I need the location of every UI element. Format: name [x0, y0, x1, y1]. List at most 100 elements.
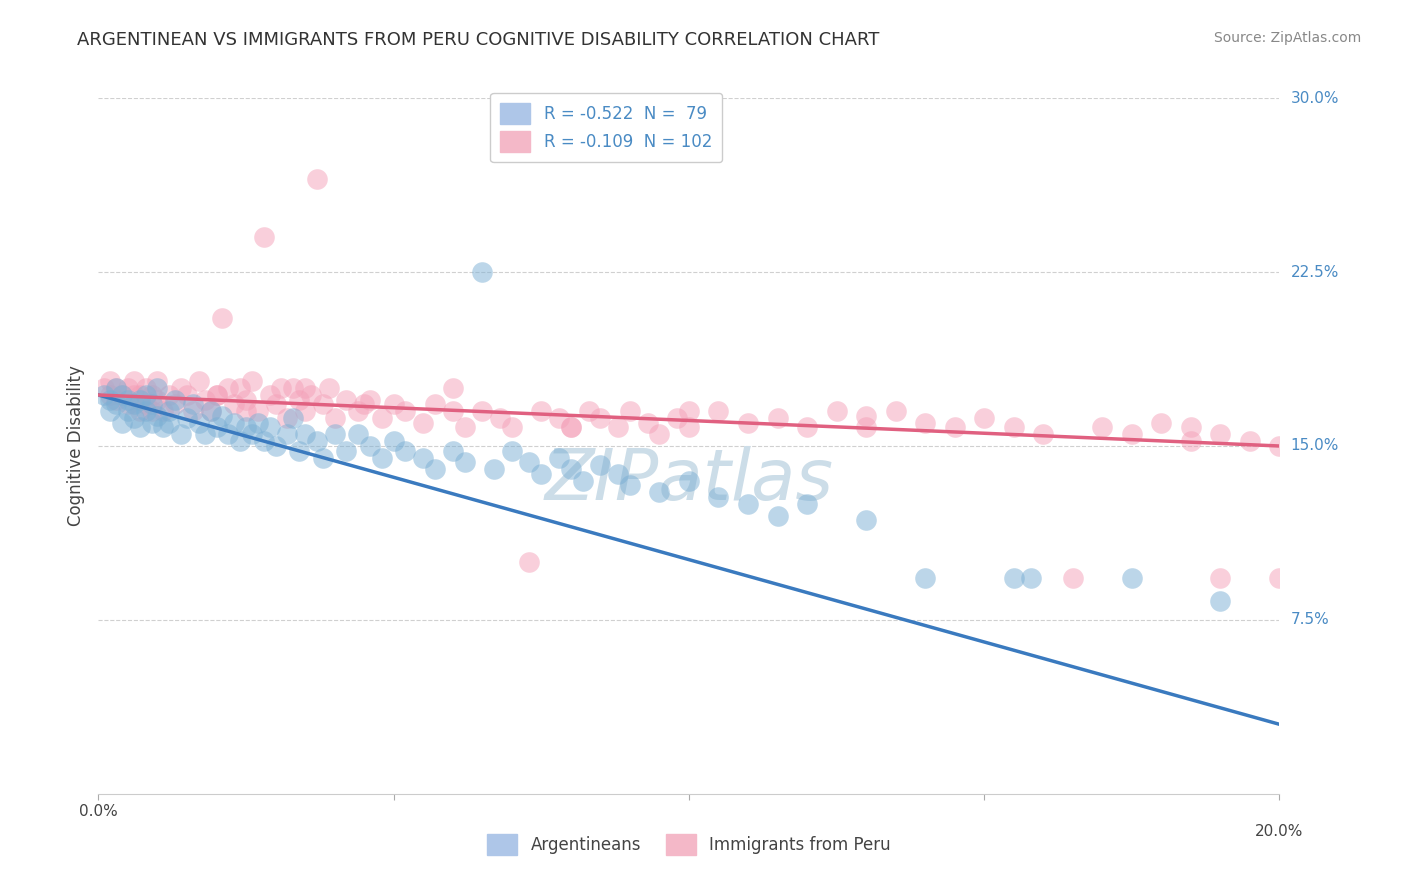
Point [157, 388, 180, 402]
Point [229, 434, 252, 449]
Point [259, 420, 281, 434]
Point [98, 388, 121, 402]
Point [371, 450, 394, 465]
Point [141, 388, 163, 402]
Point [560, 420, 582, 434]
Point [128, 404, 150, 418]
Point [283, 411, 305, 425]
Point [135, 381, 157, 395]
Point [312, 397, 335, 411]
Point [312, 450, 335, 465]
Point [122, 411, 145, 425]
Point [335, 392, 357, 407]
Point [146, 381, 169, 395]
Point [666, 411, 689, 425]
Point [224, 416, 246, 430]
Point [205, 388, 228, 402]
Point [1268, 439, 1291, 453]
Point [253, 434, 276, 449]
Point [607, 467, 630, 481]
Point [678, 404, 700, 418]
Point [146, 392, 169, 407]
Point [1180, 434, 1202, 449]
Point [187, 374, 209, 388]
Point [943, 420, 966, 434]
Point [122, 374, 145, 388]
Point [607, 420, 630, 434]
Point [737, 497, 759, 511]
Point [294, 404, 316, 418]
Point [128, 388, 150, 402]
Point [240, 427, 263, 442]
Point [200, 404, 222, 418]
Point [1209, 571, 1232, 585]
Point [217, 427, 239, 442]
Point [176, 411, 198, 425]
Point [246, 416, 269, 430]
Point [1091, 420, 1114, 434]
Point [211, 409, 233, 423]
Point [165, 397, 187, 411]
Point [530, 467, 553, 481]
Point [1268, 571, 1291, 585]
Point [519, 455, 541, 469]
Text: Source: ZipAtlas.com: Source: ZipAtlas.com [1213, 31, 1361, 45]
Point [288, 392, 311, 407]
Point [276, 411, 298, 425]
Point [240, 374, 263, 388]
Point [105, 397, 128, 411]
Point [353, 397, 375, 411]
Point [1062, 571, 1084, 585]
Point [170, 381, 193, 395]
Point [560, 462, 582, 476]
Point [181, 404, 204, 418]
Point [347, 404, 370, 418]
Legend: Argentineans, Immigrants from Peru: Argentineans, Immigrants from Peru [481, 828, 897, 862]
Point [548, 450, 571, 465]
Point [519, 555, 541, 569]
Point [246, 404, 269, 418]
Point [453, 420, 475, 434]
Point [489, 411, 512, 425]
Point [1209, 594, 1232, 608]
Point [766, 508, 789, 523]
Point [187, 416, 209, 430]
Point [294, 427, 316, 442]
Point [93, 381, 115, 395]
Point [678, 420, 700, 434]
Point [648, 427, 671, 442]
Point [128, 420, 150, 434]
Point [423, 462, 446, 476]
Point [200, 404, 222, 418]
Point [146, 374, 169, 388]
Text: 15.0%: 15.0% [1291, 439, 1339, 453]
Point [276, 427, 298, 442]
Point [1021, 571, 1043, 585]
Point [571, 474, 593, 488]
Point [560, 420, 582, 434]
Point [648, 485, 671, 500]
Point [152, 420, 174, 434]
Point [117, 381, 139, 395]
Point [441, 381, 464, 395]
Point [766, 411, 789, 425]
Point [1121, 571, 1143, 585]
Point [105, 381, 128, 395]
Point [105, 392, 128, 407]
Point [394, 443, 416, 458]
Point [412, 450, 434, 465]
Point [205, 388, 228, 402]
Point [359, 439, 381, 453]
Point [217, 381, 239, 395]
Point [359, 392, 381, 407]
Point [205, 420, 228, 434]
Point [98, 392, 121, 407]
Point [1239, 434, 1261, 449]
Point [394, 404, 416, 418]
Point [453, 455, 475, 469]
Point [382, 434, 405, 449]
Text: 20.0%: 20.0% [1256, 824, 1303, 839]
Point [589, 458, 612, 472]
Point [259, 388, 281, 402]
Point [530, 404, 553, 418]
